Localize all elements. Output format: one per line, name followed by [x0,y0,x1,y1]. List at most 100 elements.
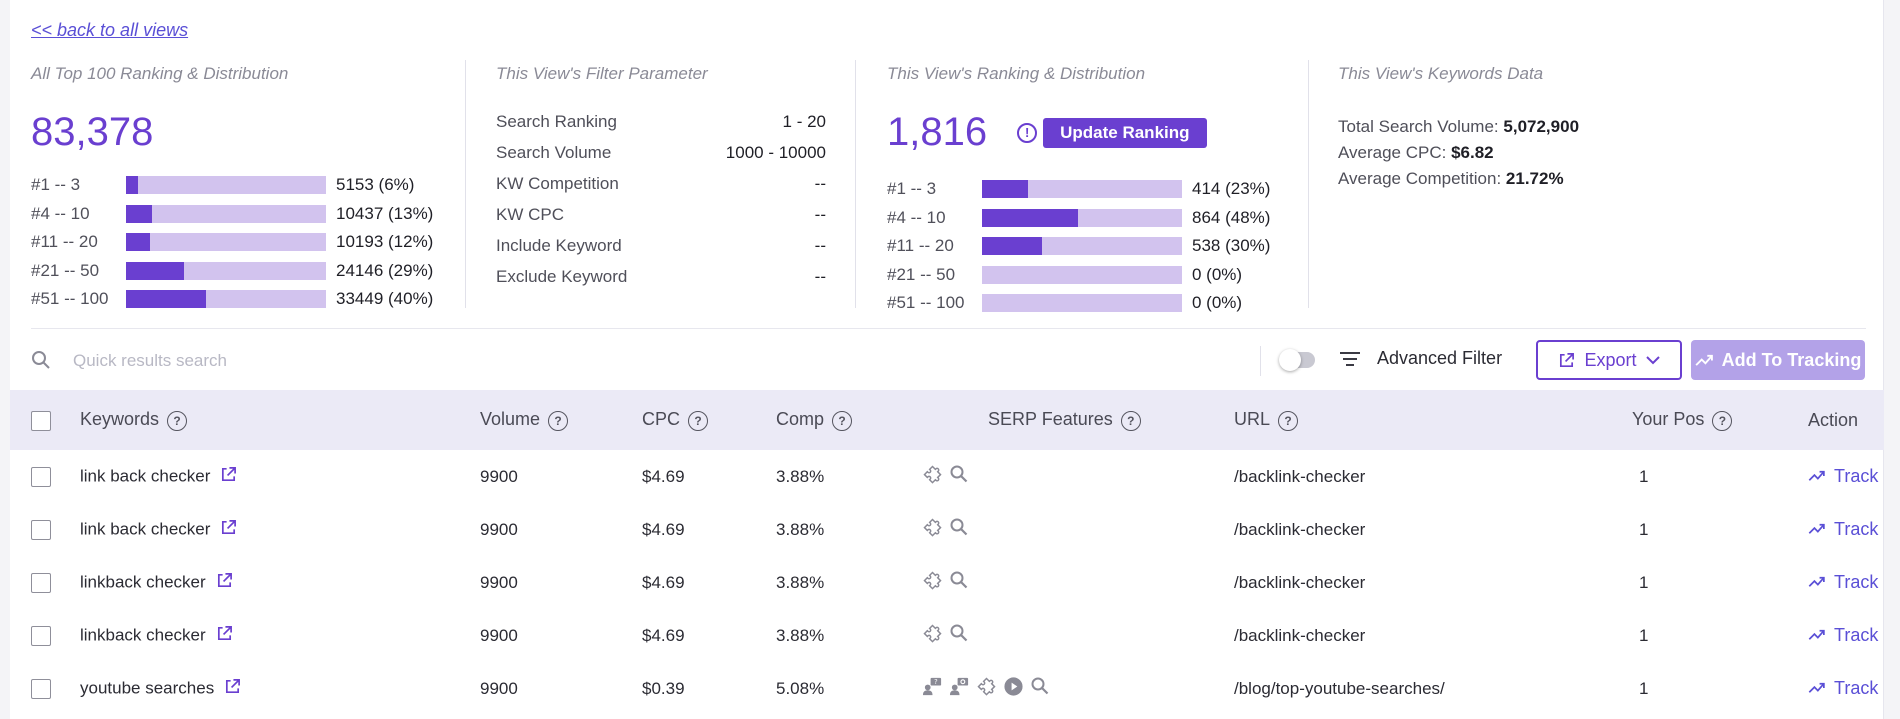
total-search-volume: Total Search Volume: 5,072,900 [1338,114,1758,140]
cpc-value: $4.69 [642,466,685,486]
all-top-bar [126,233,326,252]
related-questions-icon [949,676,970,702]
view-ranking-row: #51 -- 100 0 (0%) [887,289,1307,318]
back-to-all-views-link[interactable]: << back to all views [31,20,189,40]
filter-parameter-key: KW CPC [496,204,564,224]
filter-parameter-row: KW Competition -- [496,168,826,199]
cpc-value: $4.69 [642,625,685,645]
external-link-icon[interactable] [220,519,237,541]
all-top-value: 10193 (12%) [336,232,434,252]
external-link-icon[interactable] [220,466,237,488]
all-top-bar [126,290,326,309]
column-volume[interactable]: Volume? [480,390,642,450]
update-ranking-button[interactable]: Update Ranking [1043,117,1207,148]
select-all-checkbox[interactable] [31,410,51,431]
column-cpc[interactable]: CPC? [642,390,776,450]
column-comp-label: Comp [776,409,825,430]
chevron-down-icon [1645,356,1660,365]
filter-parameter-section: This View's Filter Parameter Search Rank… [496,60,836,310]
your-pos-value: 1 [1639,572,1649,592]
all-top-bar [126,204,326,223]
help-icon[interactable]: ? [688,410,709,431]
url-value: /backlink-checker [1234,519,1366,539]
view-ranking-bar [982,265,1182,284]
track-button[interactable]: Track [1808,678,1878,699]
row-checkbox[interactable] [31,519,51,540]
filter-icon[interactable] [1340,351,1360,369]
keyword-text: link back checker [80,518,211,538]
filter-parameter-key: Search Ranking [496,111,617,131]
svg-text:?: ? [934,678,938,686]
help-icon[interactable]: ? [832,410,853,431]
filter-toggle[interactable] [1279,349,1315,371]
row-checkbox[interactable] [31,678,51,699]
trending-up-icon [1695,354,1713,366]
cpc-value: $4.69 [642,572,685,592]
quick-results-search-input[interactable] [73,346,973,376]
help-icon[interactable]: ? [1120,410,1141,431]
section-divider [31,328,1866,329]
export-button[interactable]: Export [1536,340,1682,380]
trending-up-icon [1808,683,1825,694]
comp-value: 5.08% [776,678,825,698]
row-checkbox[interactable] [31,466,51,487]
all-top-row: #21 -- 50 24146 (29%) [31,257,451,286]
view-ranking-bar [982,294,1182,313]
track-button[interactable]: Track [1808,466,1878,487]
your-pos-value: 1 [1639,519,1649,539]
column-keywords[interactable]: Keywords? [80,390,480,450]
all-top-value: 5153 (6%) [336,175,415,195]
row-checkbox[interactable] [31,625,51,646]
track-button[interactable]: Track [1808,572,1878,593]
keywords-data-title: This View's Keywords Data [1338,64,1544,83]
cpc-value: $0.39 [642,678,685,698]
all-top-row: #11 -- 20 10193 (12%) [31,228,451,257]
trending-up-icon [1808,630,1825,641]
external-link-icon[interactable] [216,625,233,647]
external-link-icon[interactable] [216,572,233,594]
external-link-icon[interactable] [224,678,241,700]
track-label: Track [1834,677,1879,698]
view-ranking-range-label: #51 -- 100 [887,293,965,313]
advanced-filter-button[interactable]: Advanced Filter [1377,348,1503,368]
comp-value: 3.88% [776,519,825,539]
all-top-distribution: #1 -- 3 5153 (6%) #4 -- 10 10437 (13%) #11 -… [31,171,451,314]
column-cpc-label: CPC [642,409,681,430]
search-icon [949,570,969,595]
column-serp-features[interactable]: SERP Features? [922,390,1234,450]
external-link-icon [1560,352,1575,367]
all-top-row: #4 -- 10 10437 (13%) [31,200,451,229]
filter-parameter-key: Exclude Keyword [496,266,628,286]
help-icon[interactable]: ? [548,410,569,431]
column-url[interactable]: URL? [1234,390,1632,450]
view-ranking-range-label: #11 -- 20 [887,236,954,256]
column-comp[interactable]: Comp? [776,390,922,450]
track-button[interactable]: Track [1808,625,1878,646]
help-icon[interactable]: ? [1278,410,1299,431]
column-your-pos-label: Your Pos [1632,409,1705,430]
toggle-knob[interactable] [1279,349,1301,371]
view-ranking-value: 414 (23%) [1192,179,1271,199]
view-ranking-bar [982,208,1182,227]
filter-parameter-row: Exclude Keyword -- [496,261,826,292]
view-ranking-row: #4 -- 10 864 (48%) [887,204,1307,233]
column-serp-label: SERP Features [988,409,1113,430]
track-button[interactable]: Track [1808,519,1878,540]
all-top-value: 33449 (40%) [336,289,434,309]
info-icon[interactable]: ! [1017,122,1038,143]
table-row: linkback checker 9900 $4.69 3.88% /backlink-… [10,556,1884,609]
all-top-value: 10437 (13%) [336,203,434,223]
help-icon[interactable]: ? [1712,410,1733,431]
keywords-table: Keywords? Volume? CPC? Comp? SERP Featur… [10,390,1884,715]
view-ranking-range-label: #1 -- 3 [887,179,937,199]
filter-parameter-value: -- [814,173,826,193]
help-icon[interactable]: ? [167,410,188,431]
serp-features: ? [922,676,1050,702]
view-ranking-bar [982,180,1182,199]
all-top-ranking-section: All Top 100 Ranking & Distribution 83,37… [31,60,451,310]
add-to-tracking-button[interactable]: Add To Tracking [1691,340,1865,380]
column-your-pos[interactable]: Your Pos? [1632,390,1808,450]
row-checkbox[interactable] [31,572,51,593]
keywords-data-section: This View's Keywords Data Total Search V… [1338,60,1758,310]
all-top-value: 24146 (29%) [336,260,434,280]
